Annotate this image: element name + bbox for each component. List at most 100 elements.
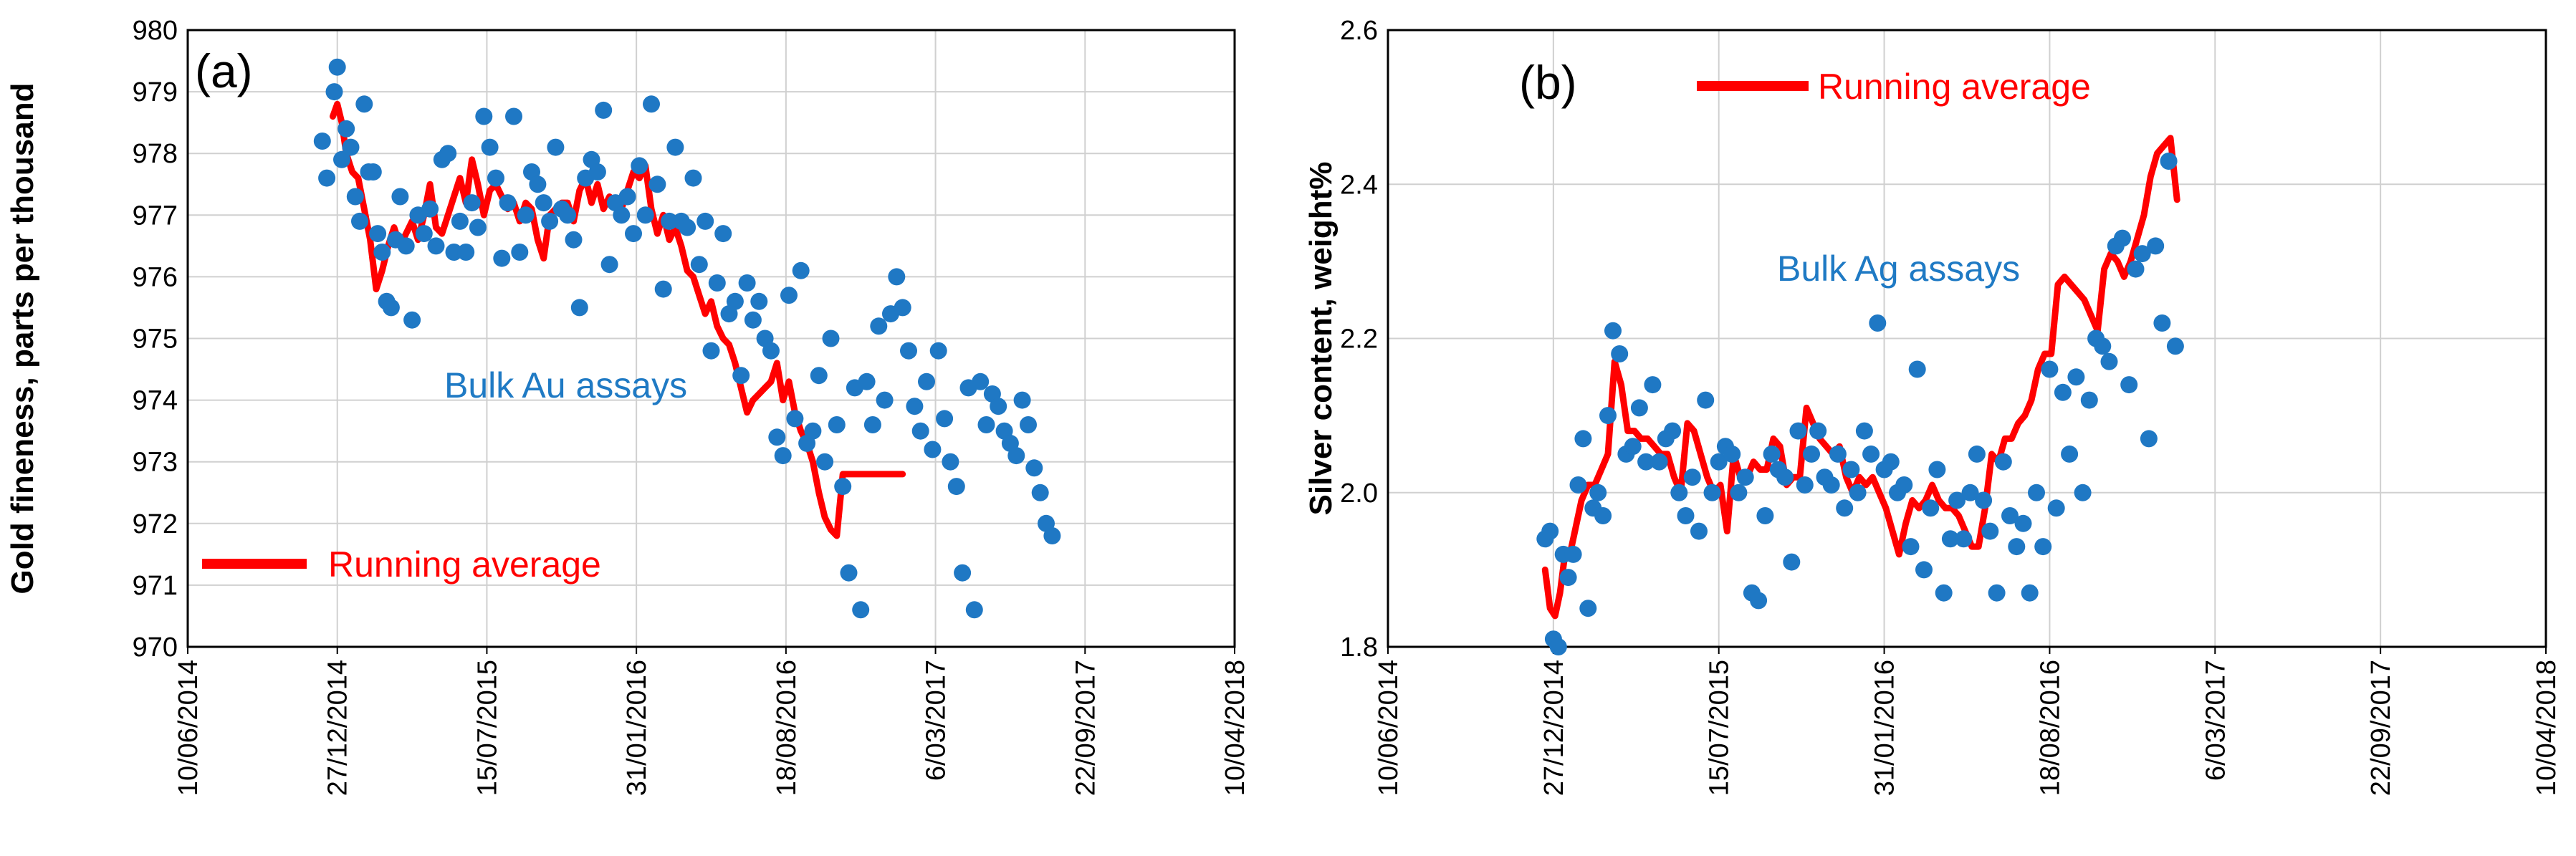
assay-point [852,601,870,619]
assay-point [696,212,714,230]
assay-point [990,398,1007,415]
x-tick-label: 15/07/2015 [472,660,502,796]
assay-point [1599,407,1617,425]
assay-point [828,416,846,433]
assay-point [1763,445,1781,463]
assay-point [588,163,606,181]
assay-point [595,101,613,119]
assay-point [493,249,511,267]
assay-point [328,58,346,76]
assay-point [1589,484,1607,501]
x-tick-label: 31/01/2016 [622,660,652,796]
x-tick-label: 22/09/2017 [1071,660,1101,796]
assay-point [1697,391,1715,409]
assay-point [517,206,535,224]
assay-point [529,175,547,193]
x-tick-label: 31/01/2016 [1870,660,1900,796]
assay-point [1902,538,1920,556]
assay-point [954,564,972,582]
assay-point [768,428,786,446]
assay-point [439,145,457,163]
assay-point [750,292,768,310]
assay-point [702,342,720,360]
y-tick-label: 980 [133,16,178,46]
x-tick-label: 6/03/2017 [921,660,952,781]
assay-point [403,311,421,329]
assay-point [618,188,636,206]
assay-point [810,367,828,385]
assay-point [1624,438,1642,456]
assay-point [1855,422,1873,440]
assay-point [565,231,583,249]
x-tick-label: 18/08/2016 [2035,660,2065,796]
assay-point [2140,430,2158,448]
assay-point [1611,345,1629,362]
assay-point [2061,445,2079,463]
assay-point [2001,507,2019,524]
assay-point [661,212,679,230]
assay-point [511,244,529,261]
assay-point [714,225,732,243]
assay-point [774,447,792,465]
assay-point [1809,422,1827,440]
y-tick-label: 977 [133,201,178,231]
assay-point [2160,153,2178,170]
assay-point [1994,453,2012,471]
assay-point [679,218,696,236]
assay-point [1644,376,1662,394]
y-tick-label: 1.8 [1340,633,1378,663]
assay-point [1020,416,1037,433]
assay-point [1829,445,1847,463]
assay-point [942,453,959,471]
assay-point [613,206,631,224]
assay-point [391,188,409,206]
y-axis-label: Gold fineness, parts per thousand [5,83,40,595]
x-tick-label: 27/12/2014 [323,660,353,796]
assay-point [1922,499,1940,517]
assay-point [648,175,666,193]
assay-point [373,244,391,261]
assay-point [600,256,618,274]
assay-point [1007,447,1025,465]
assay-point [1849,484,1867,501]
y-tick-label: 2.2 [1340,324,1378,355]
assay-point [1968,445,1986,463]
assay-point [2041,360,2059,378]
assay-point [1869,314,1887,332]
assay-point [2008,538,2026,556]
assay-point [445,244,463,261]
assay-point [475,107,493,125]
assay-point [2080,391,2098,409]
assay-point [732,367,750,385]
assay-point [1789,422,1807,440]
assay-point [2120,376,2138,394]
assay-point [325,83,343,101]
assay-point [1574,430,1592,448]
assay-point [1961,484,1979,501]
assay-point [792,261,810,279]
assay-point [929,342,947,360]
assay-point [1736,468,1754,486]
assay-annotation: Bulk Ag assays [1777,249,2020,289]
assay-point [2021,584,2039,602]
assay-point [822,330,840,347]
y-tick-label: 973 [133,448,178,478]
assay-point [1637,453,1655,471]
x-tick-label: 22/09/2017 [2366,660,2396,796]
assay-point [415,225,433,243]
assay-point [1882,453,1900,471]
assay-point [780,287,798,304]
assay-point [1664,422,1682,440]
assay-point [858,372,876,390]
assay-point [738,274,756,292]
assay-point [977,416,995,433]
assay-point [876,391,894,409]
assay-point [1549,638,1567,655]
panel-label: (b) [1519,56,1577,109]
assay-point [547,138,565,156]
assay-point [1730,484,1748,501]
assay-point [816,453,834,471]
y-tick-label: 2.6 [1340,16,1378,46]
assay-point [421,200,439,218]
